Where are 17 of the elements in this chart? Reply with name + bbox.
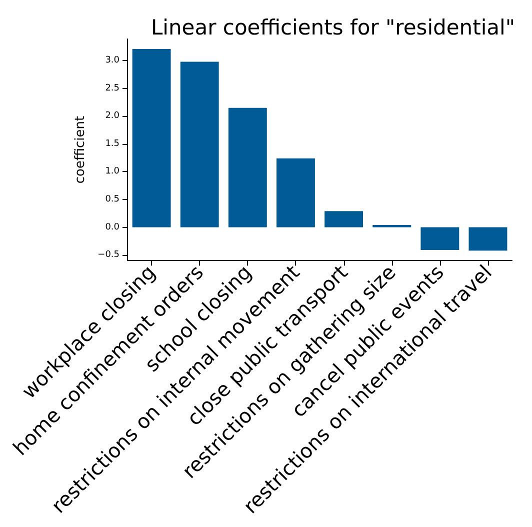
y-tick-label: 1.0 (105, 166, 120, 177)
chart-title: Linear coefficients for "residential" (150, 16, 516, 40)
bar (324, 211, 364, 228)
y-tick-label: 1.5 (105, 138, 120, 149)
y-tick-label: 2.0 (105, 111, 120, 122)
y-tick-label: 2.5 (105, 83, 120, 94)
y-tick-label: −0.5 (98, 250, 120, 260)
bar (468, 227, 508, 251)
y-tick-label: 0.5 (105, 194, 120, 204)
y-axis-title: coefficient (72, 116, 88, 184)
bar (228, 108, 267, 228)
y-tick-label: 3.0 (105, 56, 120, 66)
bar (132, 48, 171, 228)
bar (180, 62, 219, 228)
bar (276, 158, 315, 228)
y-tick-label: 0.0 (105, 222, 120, 232)
bar (420, 227, 460, 250)
